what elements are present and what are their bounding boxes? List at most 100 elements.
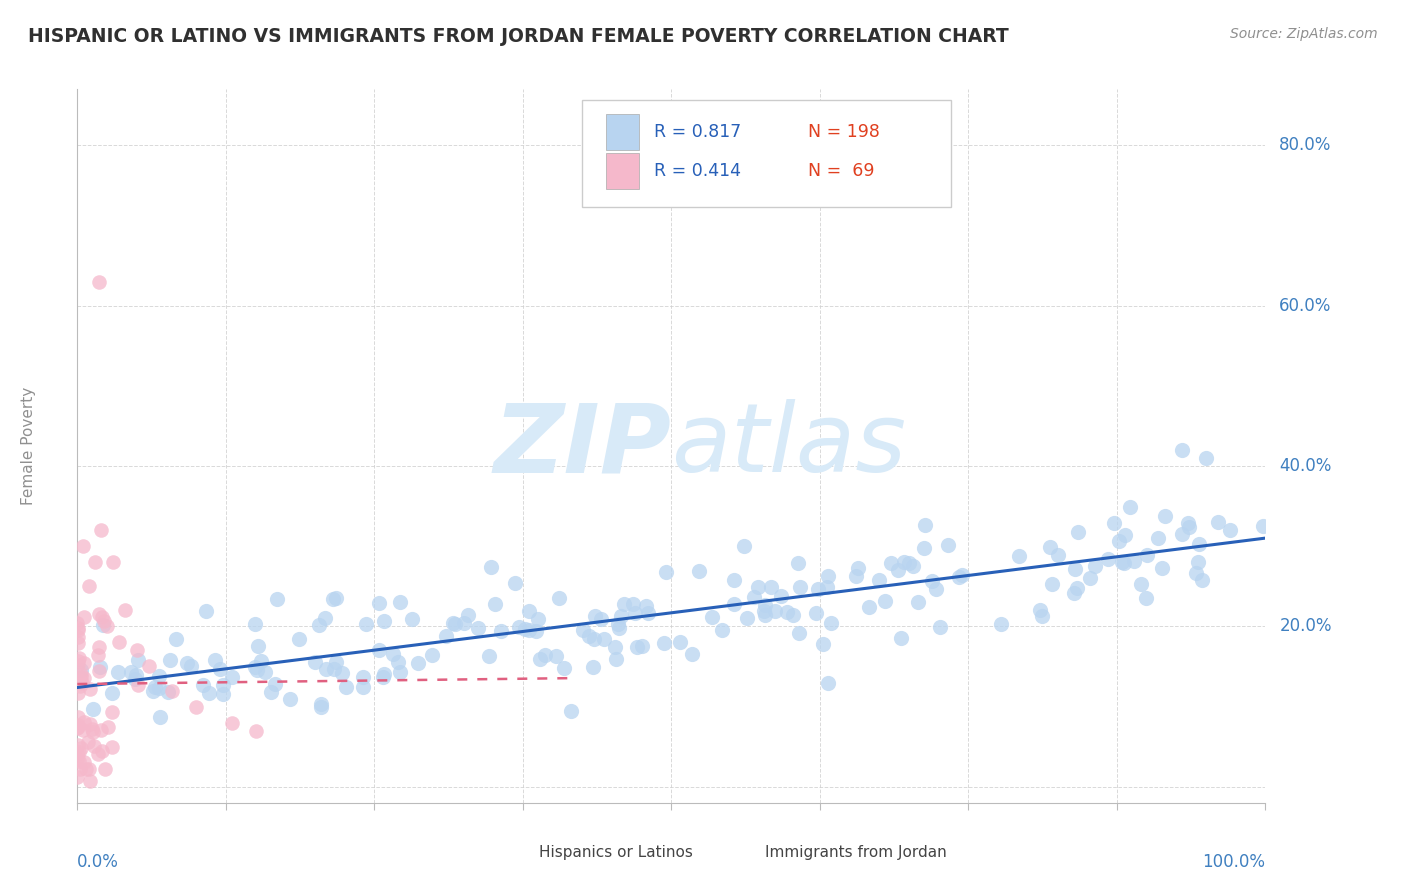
Point [626, 640, 648, 655]
Point [101, 555, 124, 569]
Point [1135, 591, 1157, 605]
Point [1097, 551, 1119, 566]
Point [928, 620, 950, 634]
Point [553, 661, 575, 675]
Point [371, 670, 394, 684]
Point [546, 648, 568, 663]
Point [193, 678, 215, 692]
Point [844, 569, 866, 583]
Point [817, 568, 839, 582]
Point [82, 701, 104, 715]
Point [607, 620, 630, 634]
Point [221, 715, 243, 730]
Point [93, 615, 115, 629]
Point [925, 582, 948, 596]
Point [84, 555, 107, 569]
Point [723, 597, 745, 611]
Point [1171, 442, 1194, 457]
Point [67, 657, 90, 672]
Point [309, 698, 332, 712]
Point [534, 648, 557, 662]
Point [513, 622, 536, 636]
Text: HISPANIC OR LATINO VS IMMIGRANTS FROM JORDAN FEMALE POVERTY CORRELATION CHART: HISPANIC OR LATINO VS IMMIGRANTS FROM JO… [28, 27, 1010, 45]
Point [652, 636, 675, 650]
Point [1040, 576, 1063, 591]
Point [162, 683, 184, 698]
Point [1153, 508, 1175, 523]
Point [127, 678, 149, 692]
Point [72, 539, 94, 553]
Point [87, 747, 110, 762]
FancyBboxPatch shape [606, 114, 640, 150]
Point [637, 606, 659, 620]
Point [1170, 526, 1192, 541]
Point [91, 610, 114, 624]
Point [524, 624, 547, 639]
Point [1206, 515, 1229, 529]
Point [148, 669, 170, 683]
Point [1130, 577, 1153, 591]
Point [77, 762, 100, 776]
Point [66, 630, 89, 644]
Point [308, 618, 330, 632]
Point [75, 762, 97, 776]
Point [921, 574, 943, 588]
Point [434, 629, 457, 643]
Point [245, 723, 267, 738]
Point [91, 618, 114, 632]
Point [815, 580, 838, 594]
Text: ZIP: ZIP [494, 400, 672, 492]
Point [1102, 516, 1125, 530]
Point [93, 762, 115, 776]
Point [243, 616, 266, 631]
Point [607, 617, 630, 632]
Point [67, 738, 90, 752]
Point [260, 685, 283, 699]
Point [1028, 602, 1050, 616]
Point [744, 591, 766, 605]
Point [157, 685, 180, 699]
Point [66, 615, 89, 630]
Point [212, 687, 235, 701]
Point [621, 597, 644, 611]
Point [737, 611, 759, 625]
Text: 40.0%: 40.0% [1279, 457, 1331, 475]
Point [67, 745, 90, 759]
Point [100, 739, 122, 754]
Point [893, 555, 915, 569]
Point [453, 615, 475, 630]
Text: N = 198: N = 198 [808, 123, 880, 141]
Point [1114, 527, 1136, 541]
Point [159, 653, 181, 667]
Point [710, 623, 733, 637]
Point [322, 591, 344, 606]
Point [72, 723, 94, 737]
Text: Immigrants from Jordan: Immigrants from Jordan [765, 846, 948, 860]
Point [811, 637, 834, 651]
Point [79, 717, 101, 731]
Point [89, 664, 111, 678]
Point [373, 667, 395, 681]
Point [1111, 555, 1133, 569]
Point [87, 275, 110, 289]
Point [373, 614, 395, 628]
Point [776, 605, 799, 619]
Point [669, 635, 692, 649]
Point [66, 747, 89, 761]
Point [517, 624, 540, 638]
Point [1152, 561, 1174, 575]
Point [114, 603, 136, 617]
Point [1119, 500, 1142, 515]
Point [681, 648, 703, 662]
Text: R = 0.414: R = 0.414 [654, 162, 741, 180]
Point [90, 523, 112, 537]
Point [388, 665, 411, 679]
Point [66, 623, 89, 637]
Point [381, 648, 404, 662]
Point [526, 612, 548, 626]
Point [243, 660, 266, 674]
Point [125, 643, 148, 657]
Point [789, 580, 811, 594]
Point [67, 650, 90, 665]
Text: Female Poverty: Female Poverty [21, 387, 35, 505]
